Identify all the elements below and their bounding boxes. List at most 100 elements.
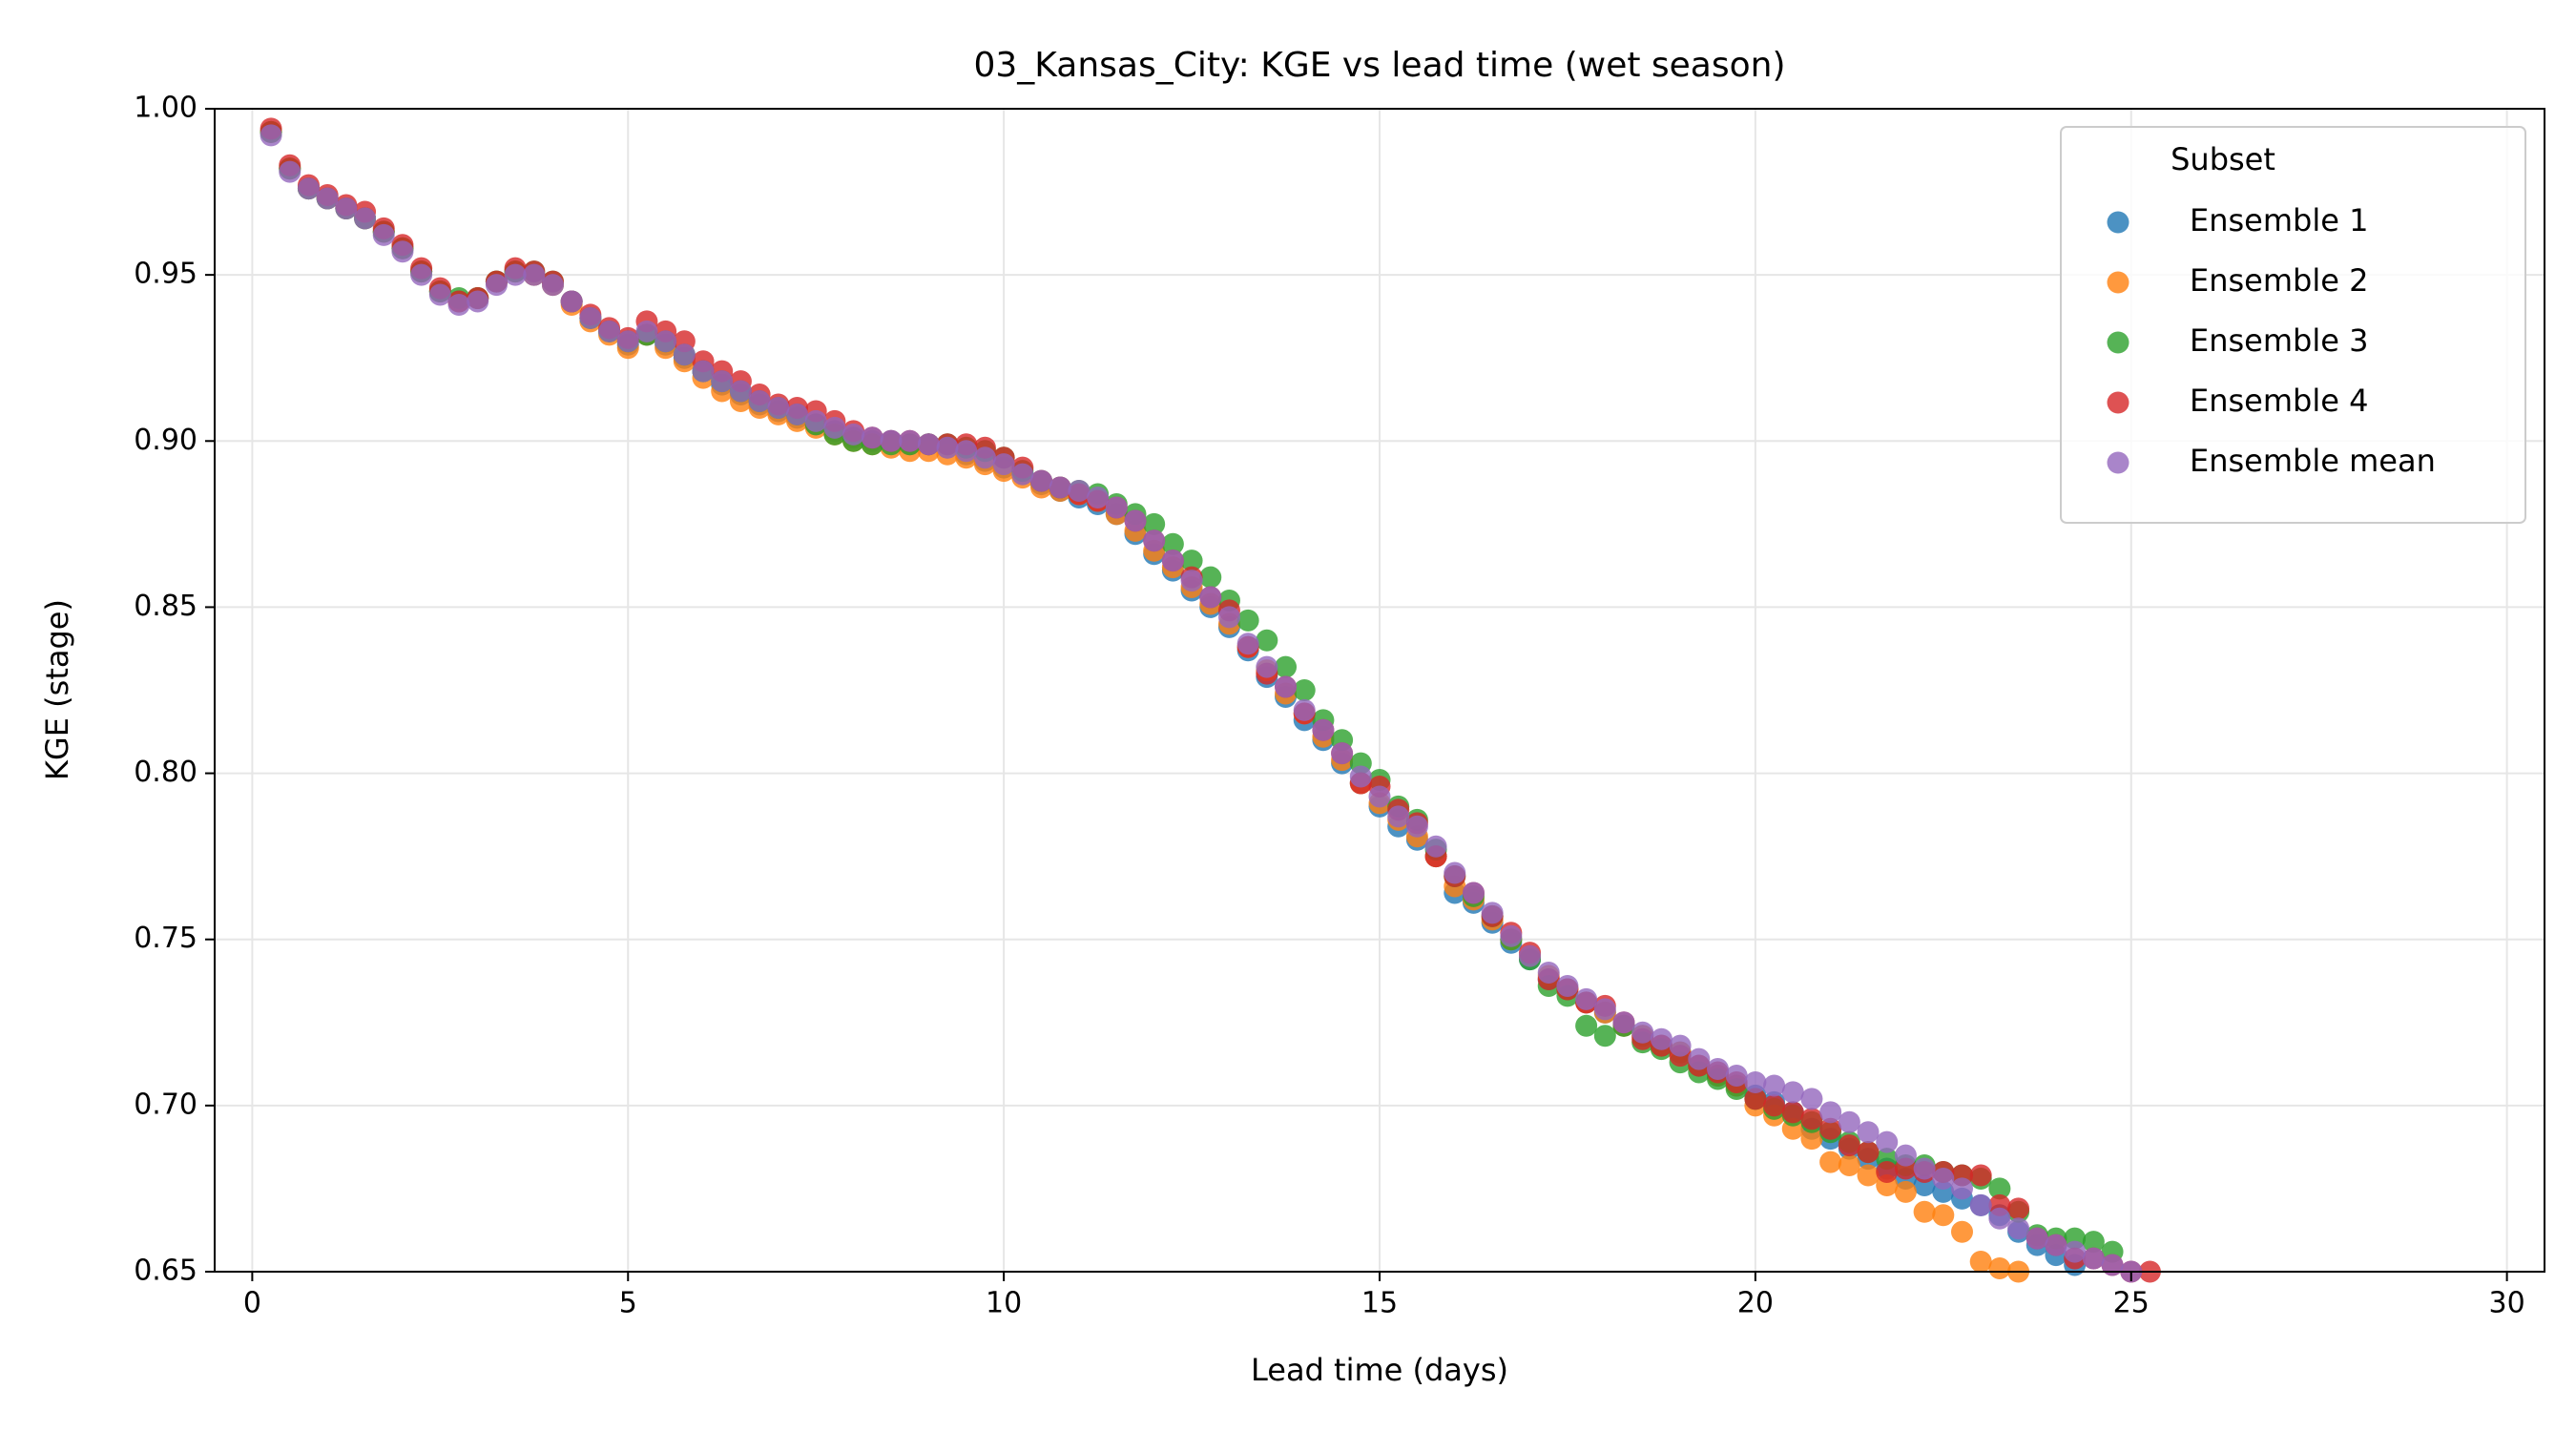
data-point — [1969, 1193, 1992, 1216]
data-point — [1556, 974, 1579, 997]
x-tick-label: 30 — [2489, 1287, 2525, 1320]
data-point — [504, 263, 527, 286]
data-point — [2082, 1231, 2105, 1254]
data-point — [1575, 1014, 1598, 1037]
y-tick-label: 0.80 — [134, 756, 197, 789]
data-point — [1575, 987, 1598, 1010]
data-point — [711, 370, 734, 393]
data-point — [1030, 469, 1053, 492]
data-point — [767, 396, 790, 419]
data-point — [1275, 655, 1298, 678]
data-point — [1988, 1257, 2011, 1280]
data-point — [1631, 1021, 1654, 1044]
data-point — [1969, 1164, 1992, 1187]
x-tick-label: 15 — [1361, 1287, 1398, 1320]
data-point — [1256, 655, 1278, 678]
data-point — [1593, 1025, 1616, 1047]
data-point — [861, 426, 883, 449]
data-point — [372, 223, 395, 246]
data-point — [1800, 1128, 1823, 1151]
data-point — [2101, 1254, 2124, 1276]
data-point — [1236, 633, 1259, 655]
legend-label: Ensemble 4 — [2190, 383, 2368, 419]
x-tick-label: 25 — [2113, 1287, 2150, 1320]
y-axis-label: KGE (stage) — [39, 599, 75, 780]
data-point — [1800, 1108, 1823, 1130]
data-point — [804, 409, 827, 432]
y-tick-label: 1.00 — [134, 92, 197, 125]
data-point — [1105, 496, 1128, 519]
data-point — [1763, 1094, 1786, 1117]
data-point — [1293, 679, 1316, 701]
data-point — [1781, 1081, 1804, 1104]
data-point — [2025, 1227, 2048, 1250]
legend-title: Subset — [2171, 141, 2275, 177]
data-point — [1161, 532, 1184, 555]
data-point — [786, 403, 808, 425]
data-point — [1951, 1177, 1973, 1200]
data-point — [391, 240, 414, 263]
legend-label: Ensemble mean — [2190, 443, 2436, 479]
data-point — [354, 207, 377, 230]
data-point — [1932, 1204, 1955, 1227]
data-point — [1838, 1154, 1860, 1177]
data-point — [1838, 1110, 1860, 1133]
data-point — [1049, 476, 1071, 499]
data-point — [410, 263, 433, 286]
data-point — [428, 283, 451, 306]
data-point — [1800, 1088, 1823, 1110]
data-point — [1744, 1088, 1767, 1110]
data-point — [523, 263, 546, 286]
data-point — [279, 160, 301, 183]
data-point — [1368, 785, 1391, 808]
data-point — [1312, 718, 1335, 741]
x-tick-label: 5 — [619, 1287, 637, 1320]
data-point — [992, 453, 1015, 476]
x-tick-label: 10 — [986, 1287, 1022, 1320]
data-point — [1706, 1058, 1729, 1081]
data-point — [1612, 1011, 1635, 1034]
data-point — [1500, 924, 1523, 947]
data-point — [1405, 815, 1428, 838]
data-point — [1236, 609, 1259, 632]
legend-label: Ensemble 1 — [2190, 202, 2368, 238]
data-point — [955, 440, 978, 463]
chart-title: 03_Kansas_City: KGE vs lead time (wet se… — [973, 46, 1785, 85]
data-point — [936, 436, 959, 459]
data-point — [1275, 675, 1298, 698]
data-point — [1293, 698, 1316, 721]
data-point — [1349, 765, 1372, 788]
data-point — [1932, 1167, 1955, 1190]
data-point — [1124, 509, 1147, 532]
data-point — [1894, 1144, 1917, 1167]
data-point — [1537, 962, 1560, 985]
data-point — [1819, 1101, 1842, 1124]
data-point — [880, 429, 903, 452]
data-point — [335, 197, 358, 219]
data-point — [1011, 463, 1034, 486]
data-point — [2007, 1197, 2030, 1220]
data-point — [485, 274, 508, 297]
y-tick-label: 0.70 — [134, 1088, 197, 1121]
legend-marker — [2107, 451, 2129, 474]
data-point — [842, 423, 865, 446]
data-point — [1180, 550, 1203, 572]
data-point — [1199, 586, 1222, 609]
legend-label: Ensemble 3 — [2190, 322, 2368, 359]
data-point — [1180, 570, 1203, 592]
data-point — [1068, 480, 1091, 503]
data-point — [729, 380, 752, 403]
y-tick-label: 0.90 — [134, 424, 197, 457]
data-point — [973, 446, 996, 469]
legend-box — [2060, 126, 2526, 524]
data-point — [1913, 1157, 1936, 1180]
data-point — [1819, 1117, 1842, 1140]
data-point — [2082, 1247, 2105, 1270]
legend-label: Ensemble 2 — [2190, 262, 2368, 299]
x-axis-label: Lead time (days) — [1251, 1352, 1508, 1388]
data-point — [1876, 1130, 1899, 1153]
data-point — [1913, 1200, 1936, 1223]
data-point — [1819, 1151, 1842, 1173]
data-point — [1857, 1164, 1880, 1187]
